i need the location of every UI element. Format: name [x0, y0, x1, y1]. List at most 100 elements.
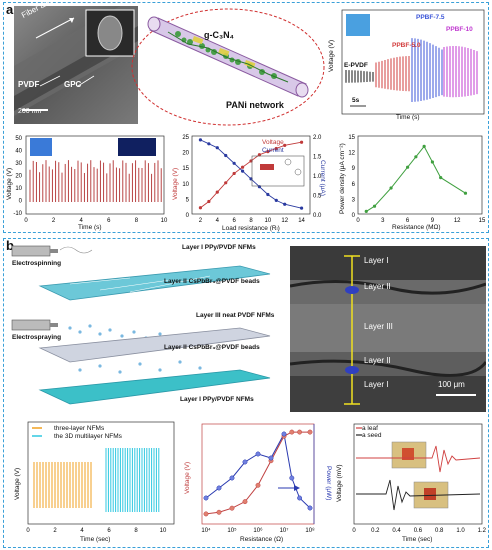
process-schematic	[10, 244, 278, 416]
tem-scale-label: 200 nm	[18, 108, 42, 115]
power-point	[281, 431, 287, 437]
nfm-xtick: 4	[80, 528, 84, 534]
nfm-xtick: 8	[134, 528, 138, 534]
vt-xtick: 10	[161, 218, 168, 224]
power-point	[229, 475, 235, 481]
voltage-point	[257, 153, 262, 157]
power-point	[289, 475, 295, 481]
voltage-point	[297, 429, 303, 435]
ls-xtick: 0.8	[435, 528, 444, 534]
panel-b	[3, 238, 489, 548]
current-point	[274, 198, 278, 202]
voltage-line	[200, 141, 302, 209]
leaf-seed-svg: 0 0.2 0.4 0.6 0.8 1.0 1.2	[352, 423, 487, 534]
lr-ytick-left: 15	[182, 166, 189, 172]
lr-legend-voltage: Voltage	[262, 139, 284, 146]
power-density-chart: 0 3 6 9 12 15 15 12 9 6 3 0	[340, 132, 486, 230]
voltage-series-svg	[341, 9, 485, 115]
pd-xtick: 15	[479, 218, 486, 224]
sem-layer-3: Layer III	[364, 322, 393, 331]
lr-ylabel-right: Current (μA)	[319, 160, 326, 196]
leaf-signal	[356, 445, 481, 473]
pd-ytick: 6	[352, 182, 356, 188]
voltage-point	[299, 140, 304, 144]
voltage-point	[198, 206, 203, 210]
power-point	[297, 495, 303, 501]
current-point	[215, 146, 219, 150]
power-point	[463, 191, 468, 195]
vs-label-ppbf10: PPBF-10	[446, 26, 473, 33]
rs-xtick: 10⁶	[253, 527, 263, 534]
current-point	[283, 202, 287, 206]
power-point	[216, 485, 222, 491]
current-point	[232, 161, 236, 165]
pd-ytick: 12	[348, 151, 355, 157]
vt-xtick: 6	[107, 218, 111, 224]
leaf-seed-chart: 0 0.2 0.4 0.6 0.8 1.0 1.2	[336, 418, 487, 544]
voltage-point	[203, 511, 209, 517]
current-point	[299, 206, 304, 210]
voltage-point	[215, 190, 219, 194]
power-point	[242, 459, 248, 465]
lr-ytick-right: 0.5	[313, 194, 322, 200]
vt-xlabel: Time (s)	[78, 224, 102, 231]
power-point	[372, 204, 377, 208]
pd-xtick: 3	[381, 218, 385, 224]
power-point	[307, 505, 313, 511]
rs-xtick: 10⁵	[227, 527, 237, 534]
vs-label-ppbf75: PPBF-7.5	[416, 14, 445, 21]
lr-ytick-left: 10	[182, 182, 189, 188]
ls-xtick: 0.2	[371, 528, 380, 534]
seed-signal	[356, 479, 481, 511]
resistance-svg: 10⁴ 10⁵ 10⁶ 10⁷ 10⁸	[201, 423, 315, 534]
nfm-xtick: 0	[26, 528, 30, 534]
pd-xtick: 0	[356, 218, 360, 224]
ls-legend-seed: a seed	[362, 432, 382, 439]
voltage-point	[240, 165, 245, 169]
tem-texture	[14, 6, 138, 124]
lr-ytick-right: 1.0	[313, 174, 322, 180]
vs-scale: 5s	[352, 97, 360, 104]
voltage-point	[229, 505, 235, 511]
nfm-xtick: 10	[160, 528, 167, 534]
voltage-time-chart: 50 40 30 20 10 0 -10 0 2 4 6 8 10	[8, 132, 168, 230]
ls-xtick: 1.2	[478, 528, 486, 534]
power-point	[364, 209, 368, 213]
nfm-xtick: 6	[107, 528, 111, 534]
current-line	[200, 139, 302, 209]
current-point	[266, 192, 270, 197]
power-point	[268, 455, 274, 461]
vs-label-epvdf: E-PVDF	[344, 62, 368, 69]
electrospinning-label: Electrospinning	[12, 260, 62, 267]
voltage-point	[307, 429, 313, 435]
pd-xtick: 12	[454, 218, 461, 224]
voltage-point	[207, 199, 211, 204]
vt-xtick: 4	[80, 218, 84, 224]
layer-label-3: Layer III neat PVDF NFMs	[196, 312, 275, 319]
voltage-point	[224, 181, 228, 185]
lr-ytick-left: 0	[186, 213, 190, 219]
rs-xtick: 10⁷	[280, 527, 289, 534]
ls-legend-leaf: a leaf	[362, 425, 378, 432]
lr-ytick-left: 20	[182, 151, 189, 157]
lr-ylabel-left: Voltage (V)	[172, 167, 179, 200]
power-point	[414, 155, 418, 159]
lr-xtick: 4	[216, 218, 220, 224]
pd-ylabel: Power density (μA cm⁻²)	[339, 143, 346, 214]
rs-xlabel: Resistance (Ω)	[240, 536, 284, 543]
sem-layer-1-bottom: Layer I	[364, 380, 389, 389]
lr-ytick-left: 5	[186, 197, 190, 203]
lr-xtick: 2	[199, 218, 203, 224]
pd-xtick: 6	[406, 218, 410, 224]
vt-ytick: 40	[15, 149, 22, 155]
ls-xtick: 1.0	[456, 528, 465, 534]
pd-xtick: 9	[431, 218, 435, 224]
sem-layer-2-top: Layer II	[364, 282, 391, 291]
lr-ytick-right: 1.5	[313, 155, 322, 161]
vt-ytick: 50	[15, 136, 22, 142]
vs-xlabel: Time (s)	[396, 114, 420, 121]
lr-ytick-left: 25	[182, 135, 189, 141]
tem-image	[14, 6, 138, 124]
vt-ytick: -10	[13, 211, 22, 217]
